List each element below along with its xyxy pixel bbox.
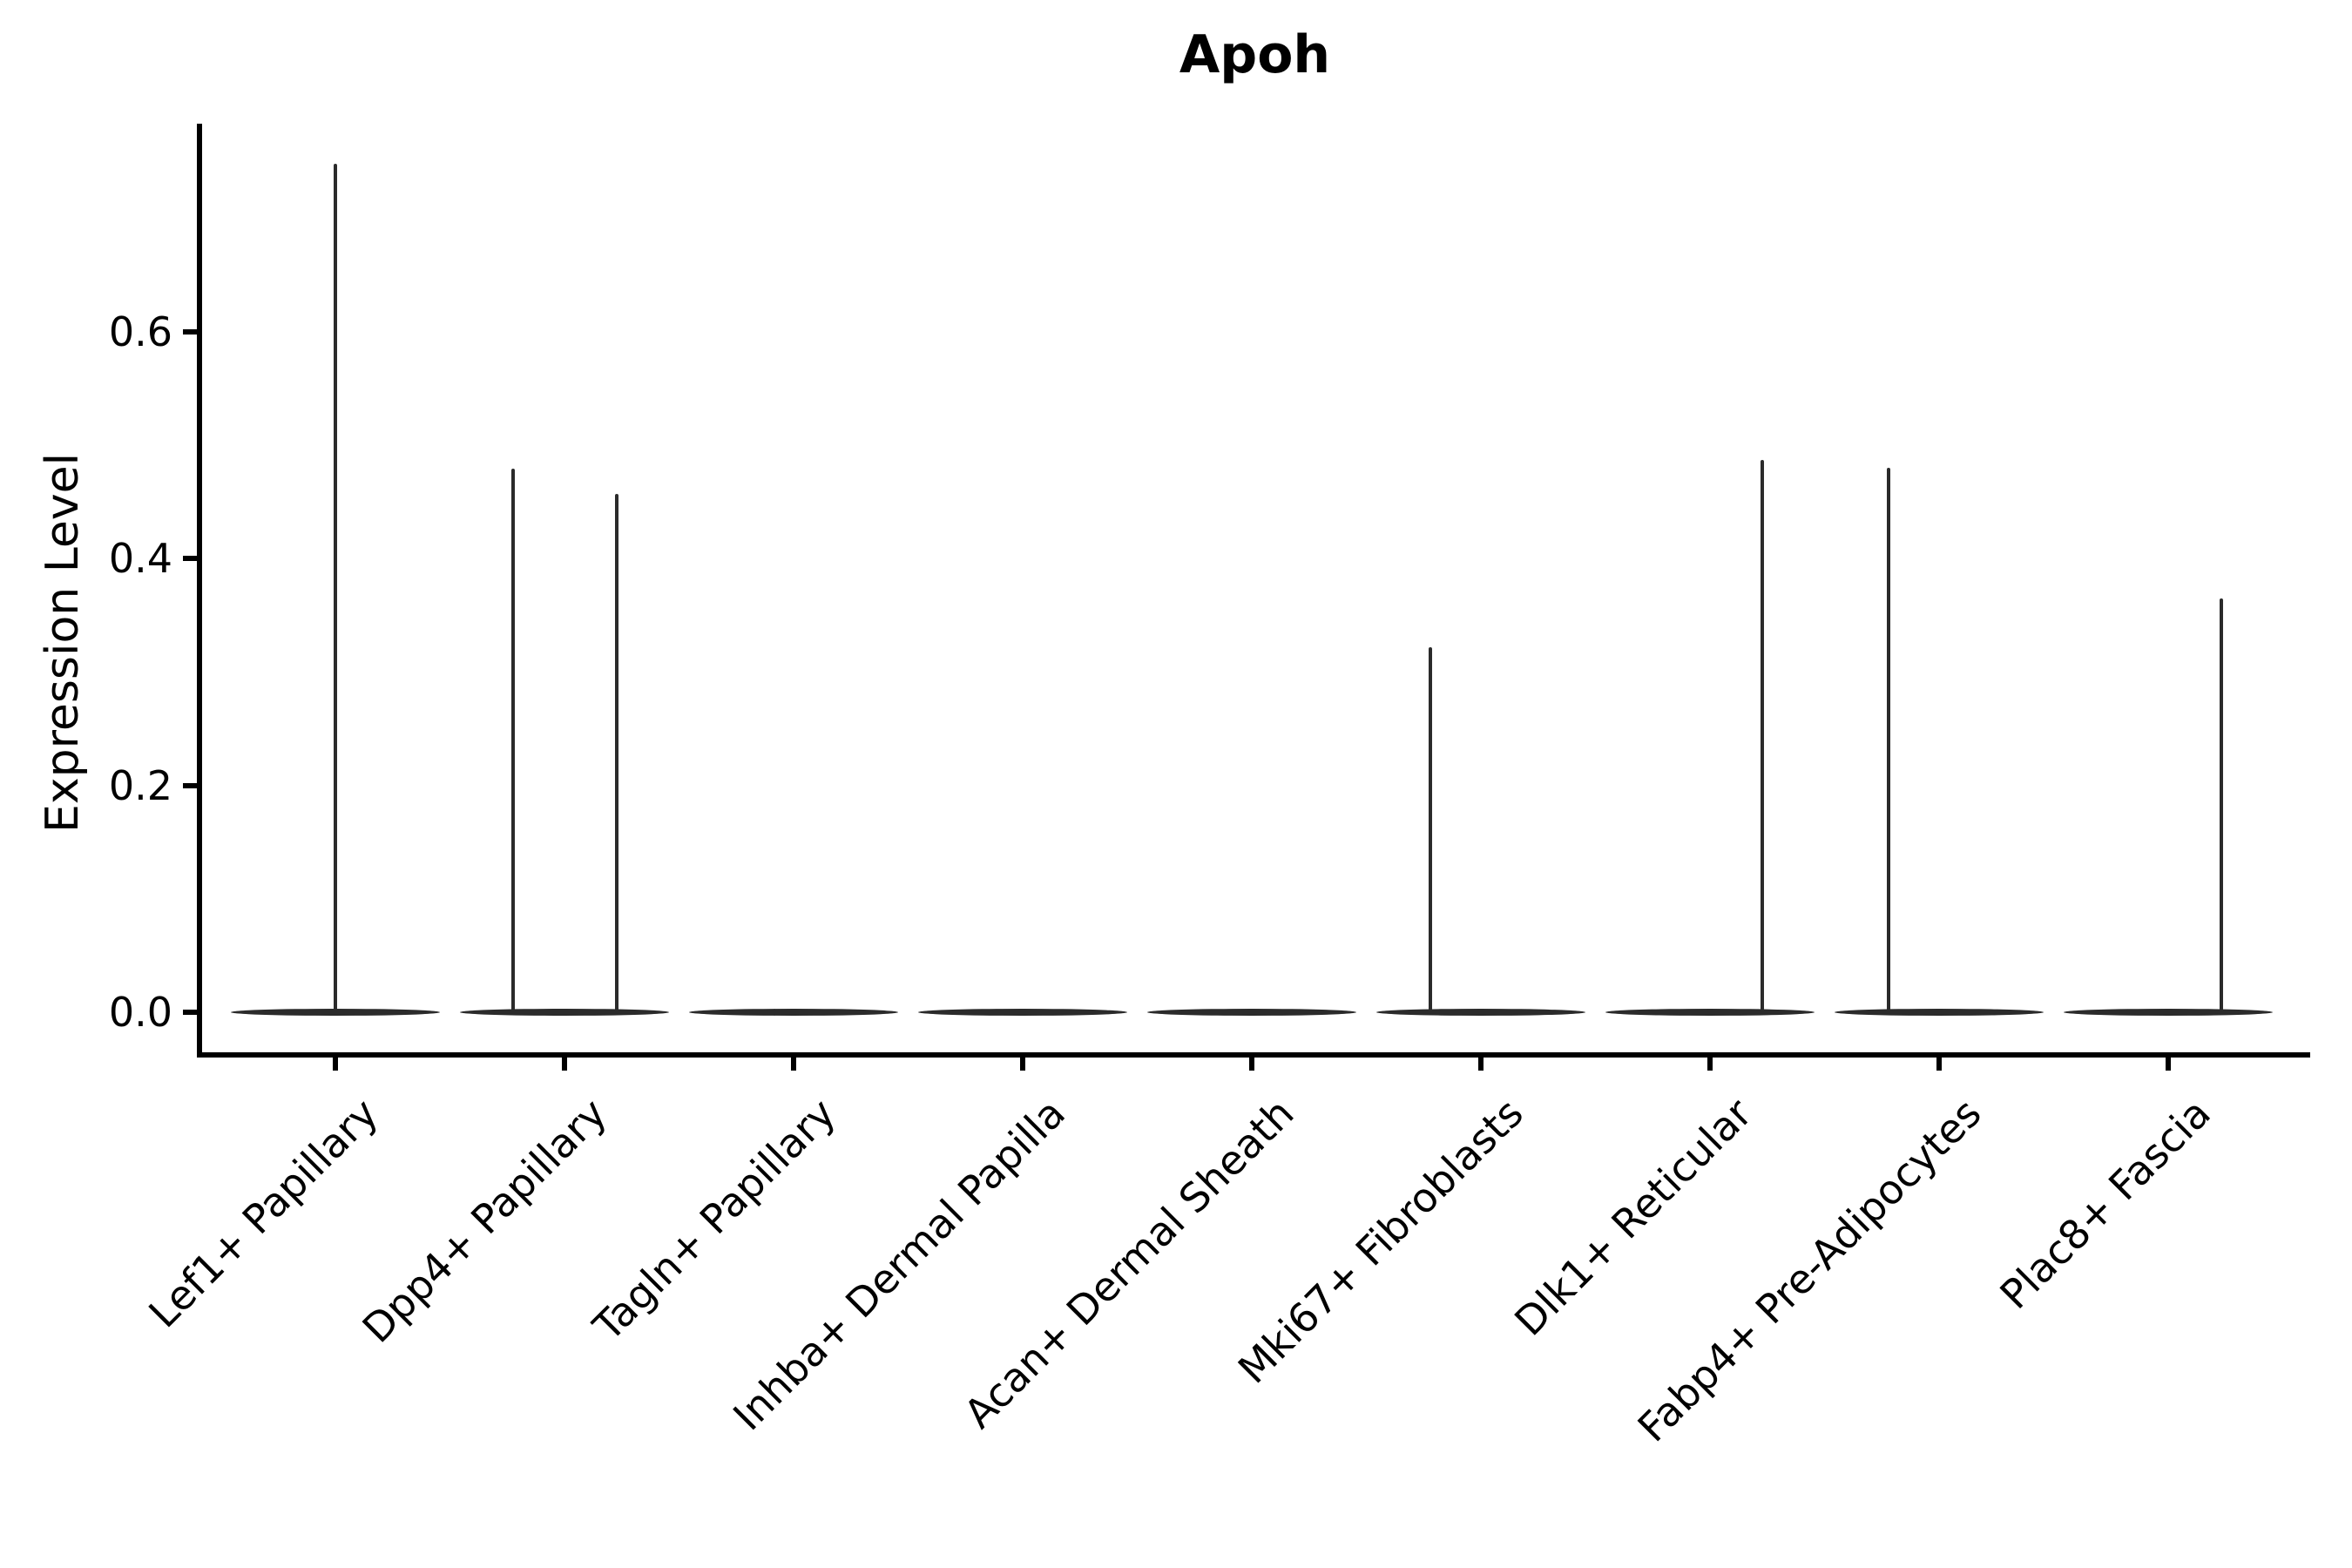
violin-base [1605,1009,1815,1016]
y-tick-mark [183,1010,197,1015]
x-tick-mark [791,1058,796,1071]
x-tick-label: Tagln+ Papillary [584,1089,845,1350]
x-tick-mark [2166,1058,2171,1071]
y-tick-mark [183,556,197,561]
y-tick-mark [183,782,197,788]
y-axis-line [197,124,202,1058]
x-tick-label: Lef1+ Papillary [139,1089,387,1337]
x-tick-mark [1249,1058,1254,1071]
violin-spike [1886,467,1890,1010]
violin-base [689,1009,898,1016]
y-tick-mark [183,328,197,335]
y-tick-label: 0.2 [108,761,172,809]
violin-spike [511,469,516,1010]
x-axis-line [197,1052,2310,1058]
y-tick-label: 0.0 [108,989,172,1036]
violin-spike [1760,459,1764,1010]
x-tick-mark [1478,1058,1484,1071]
plot-title: Apoh [1179,24,1331,85]
x-tick-mark [1020,1058,1025,1071]
violin-base [1835,1009,2044,1016]
x-tick-label: Plac8+ Fascia [1990,1089,2220,1318]
y-axis-label: Expression Level [37,452,89,834]
x-tick-mark [562,1058,567,1071]
y-tick-label: 0.6 [108,308,172,355]
x-tick-mark [1707,1058,1713,1071]
violin-base [1147,1009,1356,1016]
y-tick-label: 0.4 [108,535,172,582]
violin-base [231,1009,440,1016]
violin-base [460,1009,669,1016]
violin-base [2064,1009,2273,1016]
violin-base [1376,1009,1585,1016]
violin-base [918,1009,1127,1016]
x-tick-label: Dpp4+ Papillary [353,1089,616,1352]
violin-spike [614,493,618,1010]
violin-spike [2220,598,2224,1010]
x-tick-mark [1936,1058,1942,1071]
x-tick-label: Dlk1+ Reticular [1505,1089,1761,1345]
violin-spike [1428,646,1432,1010]
violin-spike [334,163,337,1010]
x-tick-mark [333,1058,338,1071]
